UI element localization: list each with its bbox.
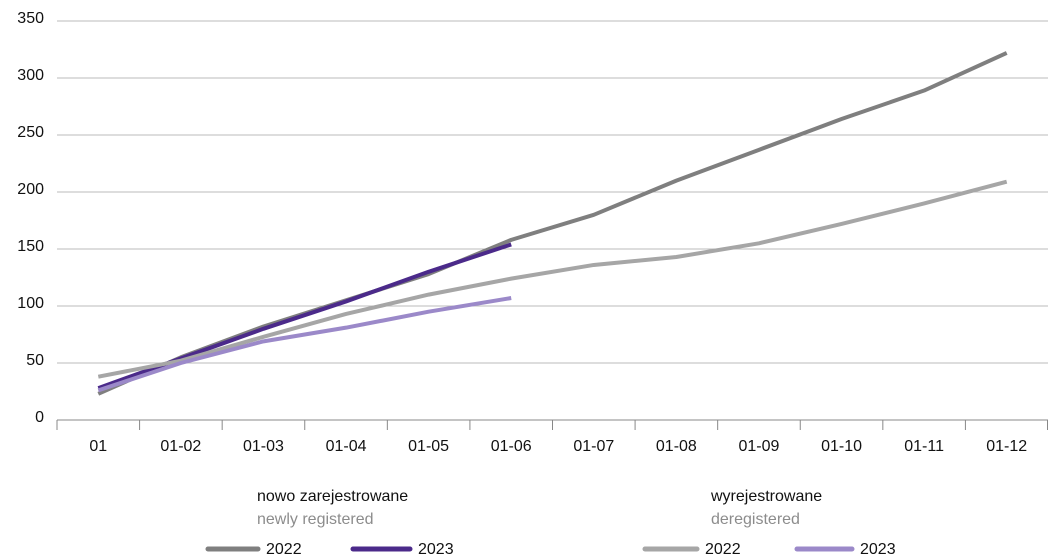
- x-tick-label: 01-08: [656, 438, 697, 455]
- y-tick-label: 150: [17, 238, 44, 255]
- legend-subtitle: deregistered: [711, 511, 800, 528]
- x-tick-label: 01-03: [243, 438, 284, 455]
- y-tick-label: 350: [17, 10, 44, 27]
- legend-label: 2022: [266, 541, 302, 558]
- x-tick-label: 01-04: [326, 438, 367, 455]
- legend-title: wyrejestrowane: [710, 488, 822, 505]
- y-tick-label: 250: [17, 124, 44, 141]
- x-tick-label: 01-12: [986, 438, 1027, 455]
- x-tick-label: 01-05: [408, 438, 449, 455]
- legend-subtitle: newly registered: [257, 511, 374, 528]
- y-tick-label: 200: [17, 181, 44, 198]
- legend-label: 2023: [418, 541, 454, 558]
- legend-label: 2022: [705, 541, 741, 558]
- y-tick-label: 300: [17, 67, 44, 84]
- x-tick-label: 01-11: [904, 438, 944, 455]
- legend-title: nowo zarejestrowane: [257, 488, 408, 505]
- x-tick-label: 01-07: [573, 438, 614, 455]
- series-line: [97, 179, 1008, 379]
- series-line: [97, 296, 512, 393]
- series-line: [97, 51, 1008, 396]
- x-tick-label: 01-02: [160, 438, 201, 455]
- x-tick-label: 01-06: [491, 438, 532, 455]
- y-tick-label: 100: [17, 295, 44, 312]
- x-tick-label: 01: [89, 438, 107, 455]
- y-tick-label: 0: [35, 409, 44, 426]
- x-tick-label: 01-10: [821, 438, 862, 455]
- y-tick-label: 50: [26, 352, 44, 369]
- x-tick-label: 01-09: [738, 438, 779, 455]
- legend-label: 2023: [860, 541, 896, 558]
